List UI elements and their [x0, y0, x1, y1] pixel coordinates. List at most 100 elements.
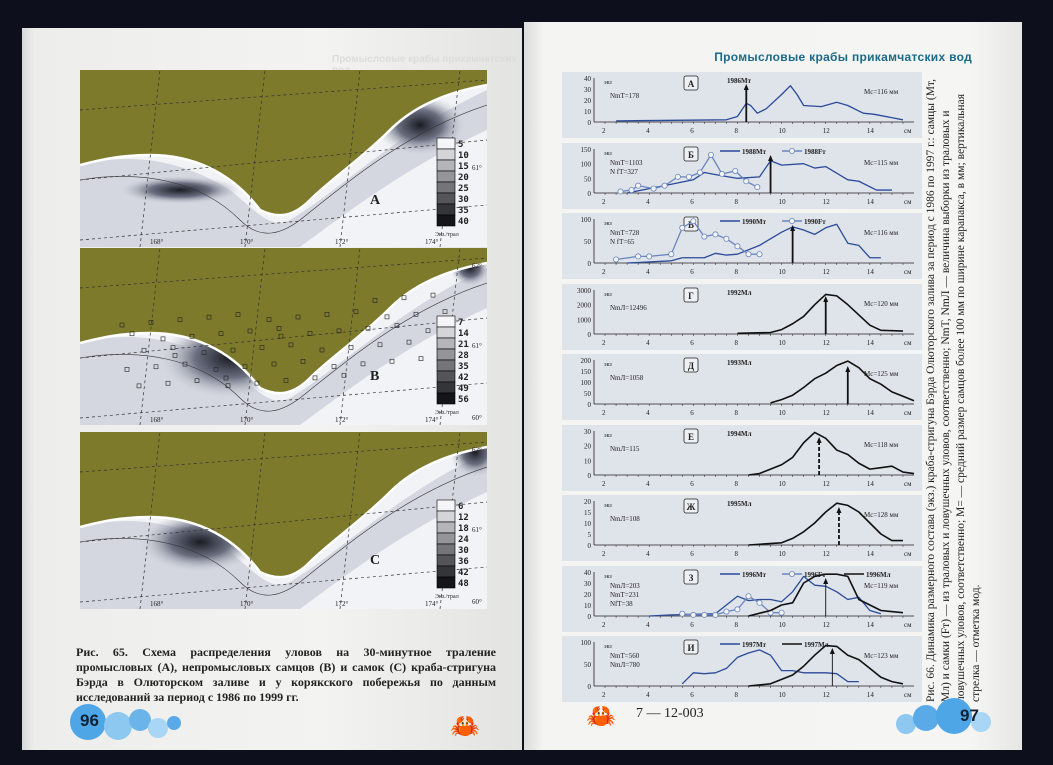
latitude-label: 62°	[472, 446, 482, 454]
y-tick-label: 150	[581, 368, 592, 376]
x-tick-label: 14	[867, 198, 875, 206]
mode-arrowhead	[823, 295, 829, 302]
station-marker	[389, 358, 395, 364]
station-marker	[230, 347, 236, 353]
legend-swatch	[436, 499, 456, 512]
legend-value: 48	[458, 579, 469, 589]
panel-letter-box	[683, 357, 699, 373]
mean-size-label: Мс=118 мм	[864, 441, 899, 449]
x-tick-label: 4	[646, 480, 650, 488]
panel-letter-box	[683, 75, 699, 91]
map-label: A	[370, 193, 381, 208]
data-point	[745, 592, 752, 599]
x-tick-label: 6	[690, 550, 694, 558]
longitude-label: 174°	[425, 238, 439, 246]
data-point	[701, 611, 708, 618]
legend-swatch	[436, 532, 456, 545]
data-point	[635, 182, 642, 189]
sample-size-note: NmT=178	[610, 92, 640, 100]
legend-swatch	[436, 370, 456, 383]
x-tick-label: 8	[734, 198, 738, 206]
x-tick-label: 10	[779, 480, 787, 488]
y-tick-label: 0	[588, 119, 592, 127]
x-tick-label: 4	[646, 198, 650, 206]
data-point	[718, 170, 725, 177]
legend-value: 18	[458, 524, 469, 534]
legend-value: 36	[458, 557, 469, 567]
isobath-line	[80, 104, 487, 234]
legend-value: 12	[458, 513, 469, 523]
data-point	[646, 253, 653, 260]
y-unit-label: экз	[604, 574, 612, 580]
mean-size-label: Мс=115 мм	[864, 159, 899, 167]
station-marker	[182, 361, 188, 367]
y-tick-label: 30	[584, 580, 592, 588]
sample-size-note: NmЛ=115	[610, 445, 640, 453]
legend-value: 42	[458, 568, 469, 578]
chart-panel-2: 2 4 6 8 10 12 14 см 0 50 100 150 экз NmT=1103 N fT=327…	[562, 142, 922, 209]
station-marker	[148, 320, 154, 325]
station-marker	[129, 331, 135, 337]
y-unit-label: экз	[604, 80, 612, 86]
legend-value: 25	[458, 184, 469, 194]
data-point	[756, 251, 763, 258]
station-marker	[288, 342, 294, 348]
x-unit-label: см	[904, 127, 912, 135]
data-point	[696, 168, 703, 175]
y-tick-label: 50	[584, 661, 592, 669]
x-tick-label: 14	[867, 268, 875, 276]
y-tick-label: 5	[588, 531, 592, 539]
longitude-label: 172°	[335, 416, 349, 424]
panel-letter-box	[683, 287, 699, 302]
mean-size-label: Мс=123 мм	[864, 652, 899, 660]
y-tick-label: 20	[584, 591, 592, 599]
series-line-1990Мт	[627, 223, 881, 264]
x-tick-label: 6	[690, 621, 694, 629]
panel-letter-box	[683, 498, 699, 514]
data-point	[674, 173, 681, 180]
x-tick-label: 6	[690, 409, 694, 417]
y-tick-label: 10	[584, 520, 592, 528]
legend-value: 42	[458, 373, 469, 383]
x-tick-label: 14	[867, 691, 875, 699]
legend-value: 35	[458, 206, 469, 216]
data-point	[685, 173, 692, 180]
y-tick-label: 30	[584, 86, 592, 94]
legend-value: 40	[458, 217, 469, 227]
data-point	[701, 233, 708, 240]
series-line-1997Мт	[681, 649, 859, 685]
legend-swatch	[436, 510, 456, 523]
map-label: C	[370, 553, 380, 568]
shelf-area	[80, 90, 487, 247]
mode-arrowhead	[836, 507, 842, 513]
data-point	[732, 167, 739, 174]
legend-swatch	[436, 381, 456, 394]
data-point	[723, 608, 730, 615]
chart-svg: 2 4 6 8 10 12 14 см 0 10 20 30 40 экз NmЛ=203NmT=231Nf…	[584, 569, 914, 629]
y-tick-label: 10	[584, 108, 592, 116]
data-point	[661, 182, 668, 189]
x-tick-label: 14	[867, 550, 875, 558]
y-unit-label: экз	[604, 644, 612, 650]
x-tick-label: 14	[867, 409, 875, 417]
legend-swatch	[436, 576, 456, 589]
y-tick-label: 0	[588, 683, 592, 691]
station-marker	[425, 328, 431, 334]
station-marker	[177, 317, 183, 323]
y-unit-label: экз	[604, 362, 612, 368]
station-marker	[141, 347, 147, 353]
x-tick-label: 2	[602, 550, 606, 558]
x-tick-label: 8	[734, 409, 738, 417]
x-tick-label: 14	[867, 127, 875, 135]
x-tick-label: 8	[734, 621, 738, 629]
station-marker	[271, 361, 277, 367]
mean-size-label: Мс=120 мм	[864, 300, 899, 308]
mean-size-label: Мс=116 мм	[864, 229, 899, 237]
x-unit-label: см	[904, 268, 912, 276]
longitude-label: 170°	[240, 600, 254, 608]
legend-label: 1990Fт	[804, 218, 826, 226]
station-marker	[295, 314, 301, 320]
x-tick-label: 14	[867, 339, 875, 347]
